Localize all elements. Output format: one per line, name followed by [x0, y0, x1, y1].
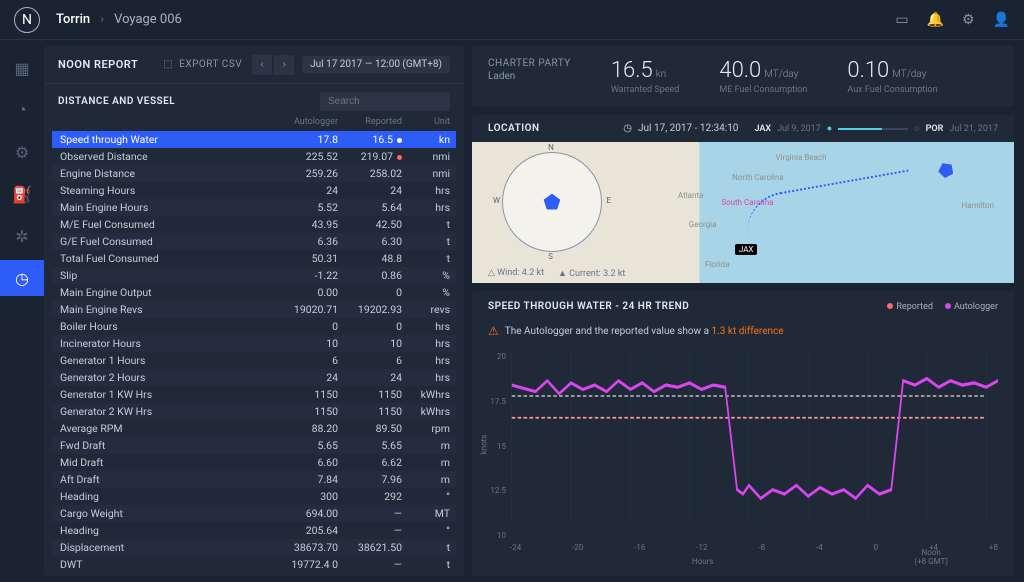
- nav-propeller-icon[interactable]: ✲: [0, 218, 44, 254]
- user-icon[interactable]: 👤: [993, 12, 1010, 28]
- metric-speed-val: 16.5: [611, 58, 653, 83]
- origin-code: JAX: [754, 124, 771, 134]
- chevron-right-icon: ›: [100, 12, 104, 27]
- table-row[interactable]: Main Engine Hours5.525.64hrs: [52, 199, 456, 216]
- table-row[interactable]: Incinerator Hours1010hrs: [52, 335, 456, 352]
- table-row[interactable]: Generator 2 Hours2424hrs: [52, 369, 456, 386]
- search-input[interactable]: [320, 92, 450, 111]
- table-row[interactable]: Slip-1.220.86%: [52, 267, 456, 284]
- nav-gauge-icon[interactable]: ◔: [0, 92, 44, 128]
- bell-icon[interactable]: 🔔: [927, 12, 944, 28]
- section-title: DISTANCE AND VESSEL: [58, 96, 175, 107]
- nav-dashboard-icon[interactable]: ▦: [0, 50, 44, 86]
- table-row[interactable]: Cargo Weight694.00—MT: [52, 505, 456, 522]
- legend-autologger: Autologger: [945, 302, 998, 312]
- table-row[interactable]: Mid Draft6.606.62m: [52, 454, 456, 471]
- metric-me-val: 40.0: [719, 58, 761, 83]
- chart-title: SPEED THROUGH WATER - 24 HR TREND: [488, 301, 689, 312]
- table-row[interactable]: M/E Fuel Consumed43.9542.50t: [52, 216, 456, 233]
- table-row[interactable]: Heading205.64—°: [52, 522, 456, 539]
- map[interactable]: ⬟ N S E W Virginia Beach North Carolina …: [472, 142, 1014, 283]
- gear-icon[interactable]: ⚙: [962, 12, 975, 28]
- wind-icon: △: [488, 268, 497, 278]
- report-datetime[interactable]: Jul 17 2017 — 12:00 (GMT+8): [302, 56, 450, 73]
- charter-status: Laden: [488, 71, 571, 82]
- nav-clock-icon[interactable]: ◷: [0, 260, 44, 296]
- alert-icon: ⚠: [488, 324, 499, 338]
- col-reported: Reported: [338, 117, 402, 127]
- metric-me-label: ME Fuel Consumption: [719, 85, 807, 95]
- trend-chart: 2017.51512.510 -24-20-16-12-8-40+4+8 Hou…: [488, 348, 998, 566]
- table-row[interactable]: Generator 1 Hours66hrs: [52, 352, 456, 369]
- metric-aux-label: Aux Fuel Consumption: [847, 85, 937, 95]
- dest-date: Jul 21, 2017: [949, 124, 998, 134]
- table-row[interactable]: Observed Distance225.52219.07nmi: [52, 148, 456, 165]
- table-row[interactable]: Boiler Hours00hrs: [52, 318, 456, 335]
- table-row[interactable]: Generator 1 KW Hrs11501150kWhrs: [52, 386, 456, 403]
- export-icon[interactable]: ⬚: [163, 59, 173, 70]
- ship-icon: ⬟: [933, 158, 959, 184]
- table-row[interactable]: G/E Fuel Consumed6.366.30t: [52, 233, 456, 250]
- table-row[interactable]: Displacement38673.7038621.50t: [52, 539, 456, 556]
- metric-aux-val: 0.10: [847, 58, 889, 83]
- table-row[interactable]: Fwd Draft5.655.65m: [52, 437, 456, 454]
- table-row[interactable]: Average RPM88.2089.50rpm: [52, 420, 456, 437]
- table-row[interactable]: Engine Distance259.26258.02nmi: [52, 165, 456, 182]
- location-timestamp: Jul 17, 2017 - 12:34:10: [638, 123, 738, 134]
- breadcrumb: Torrin › Voyage 006: [56, 12, 182, 27]
- dest-code: POR: [926, 124, 944, 134]
- export-label[interactable]: EXPORT CSV: [179, 59, 242, 70]
- y-axis-label: knots: [479, 434, 488, 454]
- table-row[interactable]: DWT19772.4 0—t: [52, 556, 456, 573]
- table-row[interactable]: Steaming Hours2424hrs: [52, 182, 456, 199]
- table-row[interactable]: Aft Draft7.847.96m: [52, 471, 456, 488]
- table-row[interactable]: Generator 2 KW Hrs11501150kWhrs: [52, 403, 456, 420]
- breadcrumb-vessel[interactable]: Torrin: [56, 12, 90, 27]
- nav-fuel-icon[interactable]: ⛽: [0, 176, 44, 212]
- side-nav: ▦ ◔ ⚙ ⛽ ✲ ◷: [0, 40, 44, 582]
- nav-engine-icon[interactable]: ⚙: [0, 134, 44, 170]
- table-row[interactable]: Main Engine Output0.000%: [52, 284, 456, 301]
- compass: ⬟ N S E W: [502, 152, 602, 252]
- current-icon: ▲: [558, 269, 569, 279]
- next-button[interactable]: ›: [274, 55, 294, 75]
- table-row[interactable]: Main Engine Revs19020.7119202.93revs: [52, 301, 456, 318]
- voyage-progress: [838, 128, 908, 130]
- location-title: LOCATION: [488, 123, 540, 134]
- legend-reported: Reported: [887, 302, 933, 312]
- metric-speed-label: Warranted Speed: [611, 85, 680, 95]
- chat-icon[interactable]: ▭: [895, 12, 908, 28]
- alert-text: The Autologger and the reported value sh…: [505, 326, 784, 337]
- breadcrumb-voyage[interactable]: Voyage 006: [114, 12, 182, 27]
- logo-icon[interactable]: N: [14, 7, 40, 33]
- charter-title: CHARTER PARTY: [488, 58, 571, 69]
- origin-date: Jul 9, 2017: [777, 124, 821, 134]
- prev-button[interactable]: ‹: [252, 55, 272, 75]
- table-row[interactable]: Speed through Water17.816.5kn: [52, 131, 456, 148]
- clock-icon: ◷: [623, 123, 632, 134]
- report-title: NOON REPORT: [58, 58, 138, 71]
- table-row[interactable]: Total Fuel Consumed50.3148.8t: [52, 250, 456, 267]
- compass-ship-icon: ⬟: [543, 190, 560, 214]
- table-row[interactable]: Heading300292°: [52, 488, 456, 505]
- col-autologger: Autologger: [274, 117, 338, 127]
- jax-marker: JAX: [735, 244, 758, 255]
- col-unit: Unit: [402, 117, 450, 127]
